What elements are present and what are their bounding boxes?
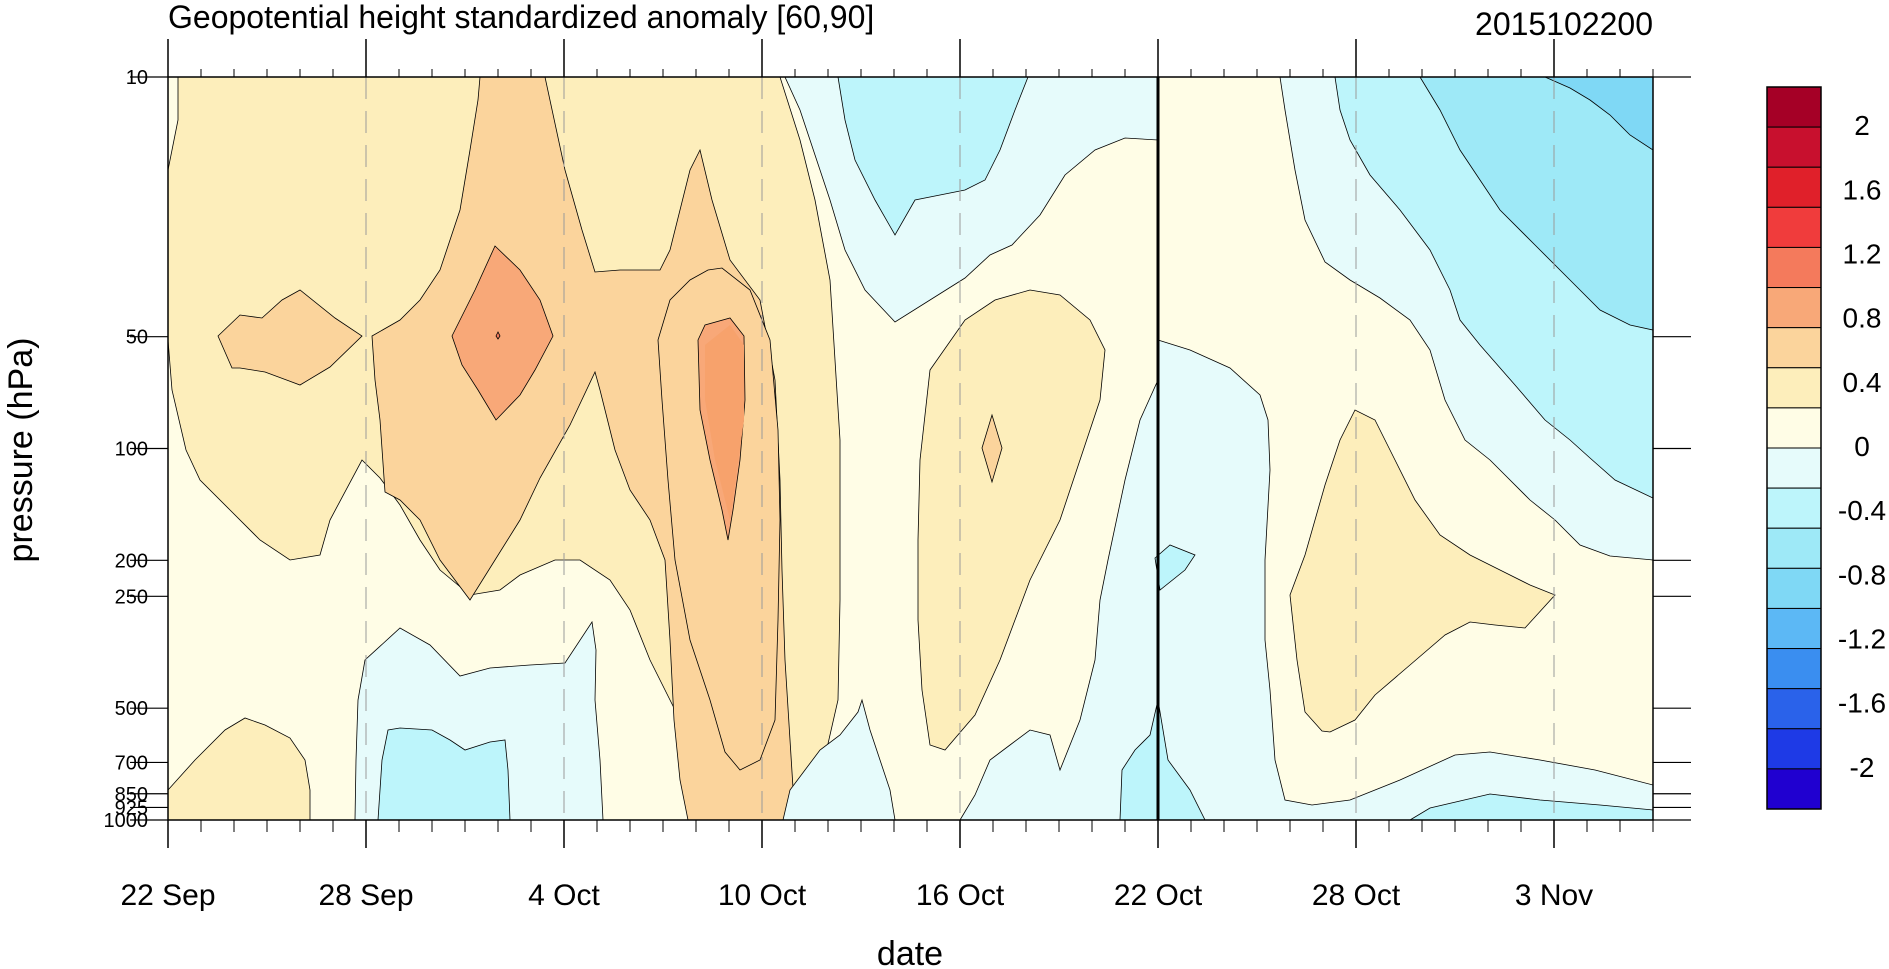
x-tick-label: 3 Nov	[1515, 879, 1593, 912]
y-tick-label: 925	[115, 797, 148, 819]
colorbar-swatch	[1766, 688, 1822, 730]
colorbar-swatch	[1766, 287, 1822, 329]
colorbar-frame	[1766, 86, 1822, 810]
colorbar-label: -1.2	[1838, 624, 1886, 655]
y-tick-label: 50	[126, 327, 148, 349]
colorbar-label: -0.8	[1838, 559, 1886, 590]
colorbar-label: -1.6	[1838, 688, 1886, 719]
y-tick-label: 100	[115, 439, 148, 461]
colorbar-label: 0.4	[1843, 367, 1882, 398]
y-tick-label: 1000	[104, 810, 149, 832]
colorbar-swatch	[1766, 607, 1822, 650]
colorbar-swatch	[1766, 567, 1822, 609]
fill-1.2-column-9oct	[657, 267, 781, 771]
colorbar-swatch	[1766, 206, 1822, 248]
y-tick-label: 10	[126, 67, 148, 89]
colorbar: 2 1.6 1.2 0.8 0.4 0 -0.4 -0.8 -1.2 -1.6 -2	[1766, 86, 1886, 810]
x-tick-label: 22 Sep	[120, 879, 215, 912]
colorbar-swatch	[1766, 86, 1822, 128]
x-axis: 22 Sep 28 Sep 4 Oct 10 Oct 16 Oct 22 Oct 28 Oc…	[120, 39, 1654, 912]
colorbar-swatch	[1766, 246, 1822, 289]
fill-neg0.4-top-mid	[837, 76, 1029, 236]
fill-0.8-diamond-17oct	[981, 413, 1003, 484]
x-tick-label: 22 Oct	[1114, 879, 1203, 912]
colorbar-swatch	[1766, 648, 1822, 690]
colorbar-swatch	[1766, 407, 1822, 449]
x-tick-label: 16 Oct	[916, 879, 1005, 912]
colorbar-swatch	[1766, 166, 1822, 208]
colorbar-label: -2	[1850, 752, 1875, 783]
fill-neg-lower-mid2	[959, 379, 1159, 821]
fill-1.2-diamond-2oct	[451, 245, 554, 421]
x-tick-label: 10 Oct	[718, 879, 807, 912]
fill-neg-lower-mid	[782, 698, 896, 821]
x-tick-label: 4 Oct	[528, 879, 600, 912]
fill-mini-dot	[495, 331, 501, 340]
colorbar-swatch	[1766, 487, 1822, 529]
y-tick-label: 700	[115, 752, 148, 774]
y-tick-label: 200	[115, 550, 148, 572]
colorbar-swatch	[1766, 527, 1822, 569]
fill-neg0.4-lower-left	[377, 727, 511, 821]
colorbar-swatch	[1766, 126, 1822, 168]
colorbar-swatch	[1766, 728, 1822, 770]
date-stamp: 2015102200	[1475, 6, 1653, 42]
x-axis-label: date	[877, 935, 943, 969]
colorbar-label: 1.2	[1843, 238, 1882, 269]
colorbar-label: 0	[1854, 431, 1870, 462]
colorbar-swatch	[1766, 768, 1822, 810]
x-tick-label: 28 Sep	[318, 879, 413, 912]
contour-fills	[167, 76, 1654, 821]
fill-0.4-mid-16oct	[917, 289, 1106, 751]
fill-0.8-left-blob	[217, 289, 363, 386]
colorbar-swatch	[1766, 447, 1822, 489]
colorbar-swatch	[1766, 367, 1822, 409]
x-tick-label: 28 Oct	[1312, 879, 1401, 912]
y-tick-label: 850	[115, 784, 148, 806]
fill-1.6-core-9oct	[705, 325, 744, 520]
chart-title: Geopotential height standardized anomaly…	[168, 0, 874, 35]
colorbar-label: -0.4	[1838, 495, 1886, 526]
fill-neg-right-band	[1157, 339, 1654, 821]
y-tick-label: 250	[115, 586, 148, 608]
colorbar-label: 0.8	[1843, 303, 1882, 334]
colorbar-swatch	[1766, 327, 1822, 369]
fill-0.4-lower-left	[167, 717, 311, 821]
y-axis-label: pressure (hPa)	[2, 338, 40, 563]
y-tick-label: 500	[115, 698, 148, 720]
colorbar-label: 1.6	[1843, 174, 1882, 205]
colorbar-label: 2	[1854, 110, 1870, 141]
